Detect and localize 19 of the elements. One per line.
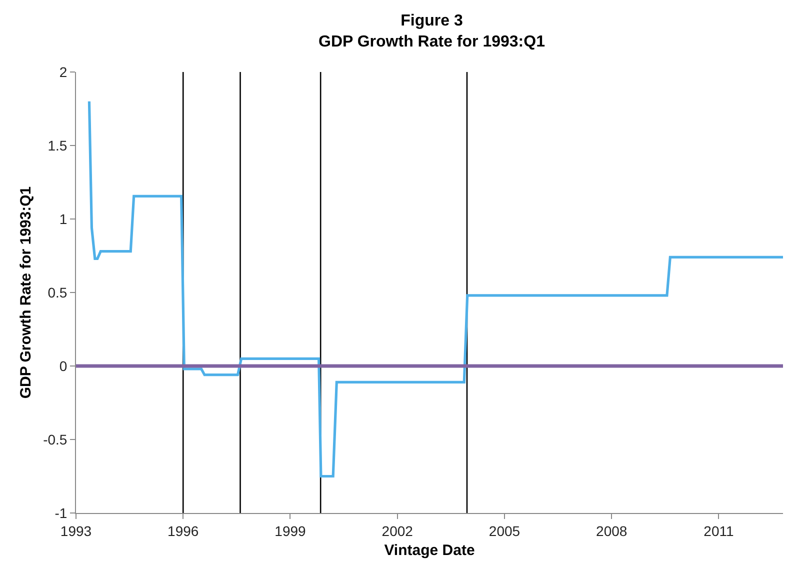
x-tick-label: 1996 xyxy=(168,522,199,539)
y-axis-title: GDP Growth Rate for 1993:Q1 xyxy=(17,186,34,399)
y-tick-label: -0.5 xyxy=(43,431,68,448)
y-tick-label: 0.5 xyxy=(48,284,68,300)
x-tick-label: 2008 xyxy=(596,522,628,539)
y-tick-label: -1 xyxy=(54,504,68,521)
x-tick-label: 1993 xyxy=(60,522,92,539)
x-tick-label: 1999 xyxy=(274,522,306,539)
y-tick-label: 1 xyxy=(59,210,68,227)
x-axis-title: Vintage Date xyxy=(384,542,475,559)
chart-subtitle: GDP Growth Rate for 1993:Q1 xyxy=(318,33,546,50)
x-tick-label: 2002 xyxy=(382,522,414,539)
x-tick-label: 2011 xyxy=(704,522,734,539)
x-tick-label: 2005 xyxy=(488,522,520,539)
chart-title: Figure 3 xyxy=(400,12,463,30)
y-tick-label: 2 xyxy=(59,64,68,80)
y-tick-label: 1.5 xyxy=(48,137,68,154)
y-tick-label: 0 xyxy=(59,358,68,374)
line-series xyxy=(88,100,783,478)
